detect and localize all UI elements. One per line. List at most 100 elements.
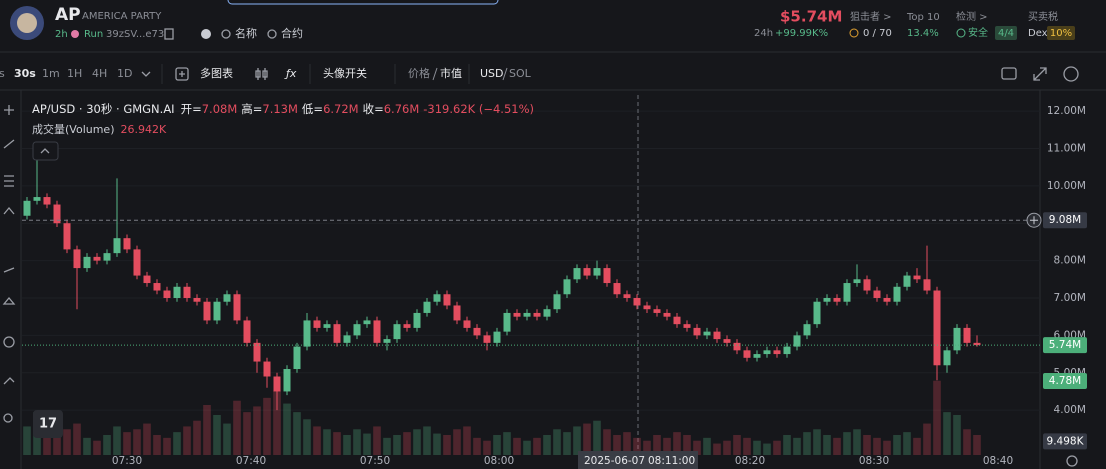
measure-tool[interactable]: [3, 267, 15, 273]
volume-bar: [553, 429, 561, 455]
interval[interactable]: s: [0, 67, 5, 80]
fib-tool[interactable]: [4, 175, 14, 187]
interval[interactable]: 30s: [14, 67, 36, 80]
candle-body: [923, 279, 931, 291]
change-label: 24h: [754, 28, 773, 39]
candle-body: [233, 294, 241, 321]
interval[interactable]: 4H: [92, 67, 107, 80]
volume-bar: [163, 437, 171, 455]
line-tool[interactable]: [3, 139, 15, 149]
candle-body: [283, 369, 291, 392]
candle-icon[interactable]: [255, 68, 268, 80]
time-label: 08:20: [735, 455, 765, 467]
candle-body: [163, 290, 171, 298]
price-toggle[interactable]: 价格: [408, 66, 430, 80]
candle-body: [583, 268, 591, 276]
volume-bar: [803, 432, 811, 455]
candle-body: [423, 301, 431, 313]
volume-bar: [743, 437, 751, 455]
fullscreen-icon[interactable]: [1033, 67, 1047, 81]
volume-tag: [1043, 433, 1087, 450]
slash: [502, 67, 508, 81]
candle-body: [193, 297, 201, 302]
social-icon[interactable]: [201, 29, 211, 39]
volume-bar: [863, 435, 871, 455]
candle-body: [843, 283, 851, 302]
camera-icon[interactable]: [1001, 67, 1017, 80]
stat-value: 13.4%: [907, 28, 939, 39]
volume-bar: [363, 433, 371, 455]
crosshair-time: 08:11:00: [648, 455, 695, 467]
volume-bar: [113, 426, 121, 455]
volume-bar: [403, 432, 411, 455]
zoom-tool[interactable]: [3, 413, 13, 423]
volume-bar: [623, 432, 631, 455]
candle-body: [603, 268, 611, 284]
volume-bar: [293, 412, 301, 455]
search-icon: [221, 29, 231, 39]
sniper-icon: [849, 28, 859, 38]
usd-toggle[interactable]: USD: [480, 67, 504, 80]
avatar-toggle[interactable]: 头像开关: [323, 66, 367, 80]
time-axis: 07:30 07:40 07:50 08:00 08:20 08:30 08:40: [112, 455, 1013, 467]
fx-icon[interactable]: ƒx: [284, 67, 297, 80]
volume-bar: [133, 429, 141, 455]
volume-bar: [813, 429, 821, 455]
multi-chart[interactable]: 多图表: [200, 66, 233, 80]
volume-bar: [413, 429, 421, 455]
candle-body: [633, 297, 641, 306]
volume-bar: [423, 426, 431, 455]
price-tag-label: 9.08M: [1049, 214, 1081, 226]
copy-icon[interactable]: [164, 28, 174, 40]
candle-body: [343, 335, 351, 343]
contract-button[interactable]: 合约: [281, 26, 303, 40]
left-toolbar: [2, 105, 16, 423]
axis-settings[interactable]: [1066, 455, 1078, 467]
pattern-tool[interactable]: [3, 206, 15, 215]
candle-body: [863, 279, 871, 291]
candle-body: [253, 342, 261, 362]
volume-bar: [903, 432, 911, 455]
stat-label[interactable]: 狙击者 >: [850, 11, 892, 23]
volume-bar: [823, 435, 831, 455]
candle-body: [943, 350, 951, 366]
mcap-toggle[interactable]: 市值: [440, 66, 462, 80]
name-button[interactable]: 名称: [235, 26, 257, 40]
candle-body: [23, 200, 31, 216]
volume-bar: [63, 429, 71, 455]
volume-bar: [713, 443, 721, 455]
add-icon[interactable]: [175, 67, 189, 81]
sol-toggle[interactable]: SOL: [509, 67, 532, 80]
address[interactable]: 39zSV...e73: [106, 29, 164, 40]
shield-icon: [956, 28, 966, 38]
tv-logo: [33, 410, 63, 438]
candle-body: [123, 238, 131, 250]
candle-body: [953, 327, 961, 351]
candle-body: [413, 312, 421, 328]
candle-body: [623, 294, 631, 298]
crosshair-tool[interactable]: [4, 105, 14, 115]
volume-bar: [53, 433, 61, 455]
emoji-tool[interactable]: [3, 336, 15, 348]
volume-bar: [753, 440, 761, 455]
token-name: AMERICA PARTY: [82, 11, 162, 22]
volume-bar: [383, 437, 391, 455]
candle-body: [753, 354, 761, 358]
interval[interactable]: 1m: [42, 67, 60, 80]
stat-label[interactable]: 检测 >: [956, 10, 988, 23]
collapse-button[interactable]: [32, 141, 59, 161]
ruler-tool[interactable]: [3, 377, 15, 385]
volume-bar: [573, 426, 581, 455]
interval[interactable]: 1H: [67, 67, 82, 80]
time-label: 07:30: [112, 455, 142, 467]
interval[interactable]: 1D: [117, 67, 132, 80]
text-tool[interactable]: [2, 296, 16, 305]
settings-icon[interactable]: [1063, 66, 1079, 82]
focus-outline: [227, 0, 499, 5]
volume-bar: [303, 419, 311, 455]
candle-body: [203, 301, 211, 321]
chevron[interactable]: [141, 71, 151, 77]
plus: [179, 71, 185, 77]
candle-body: [63, 223, 71, 250]
time-label: 07:50: [360, 455, 390, 467]
